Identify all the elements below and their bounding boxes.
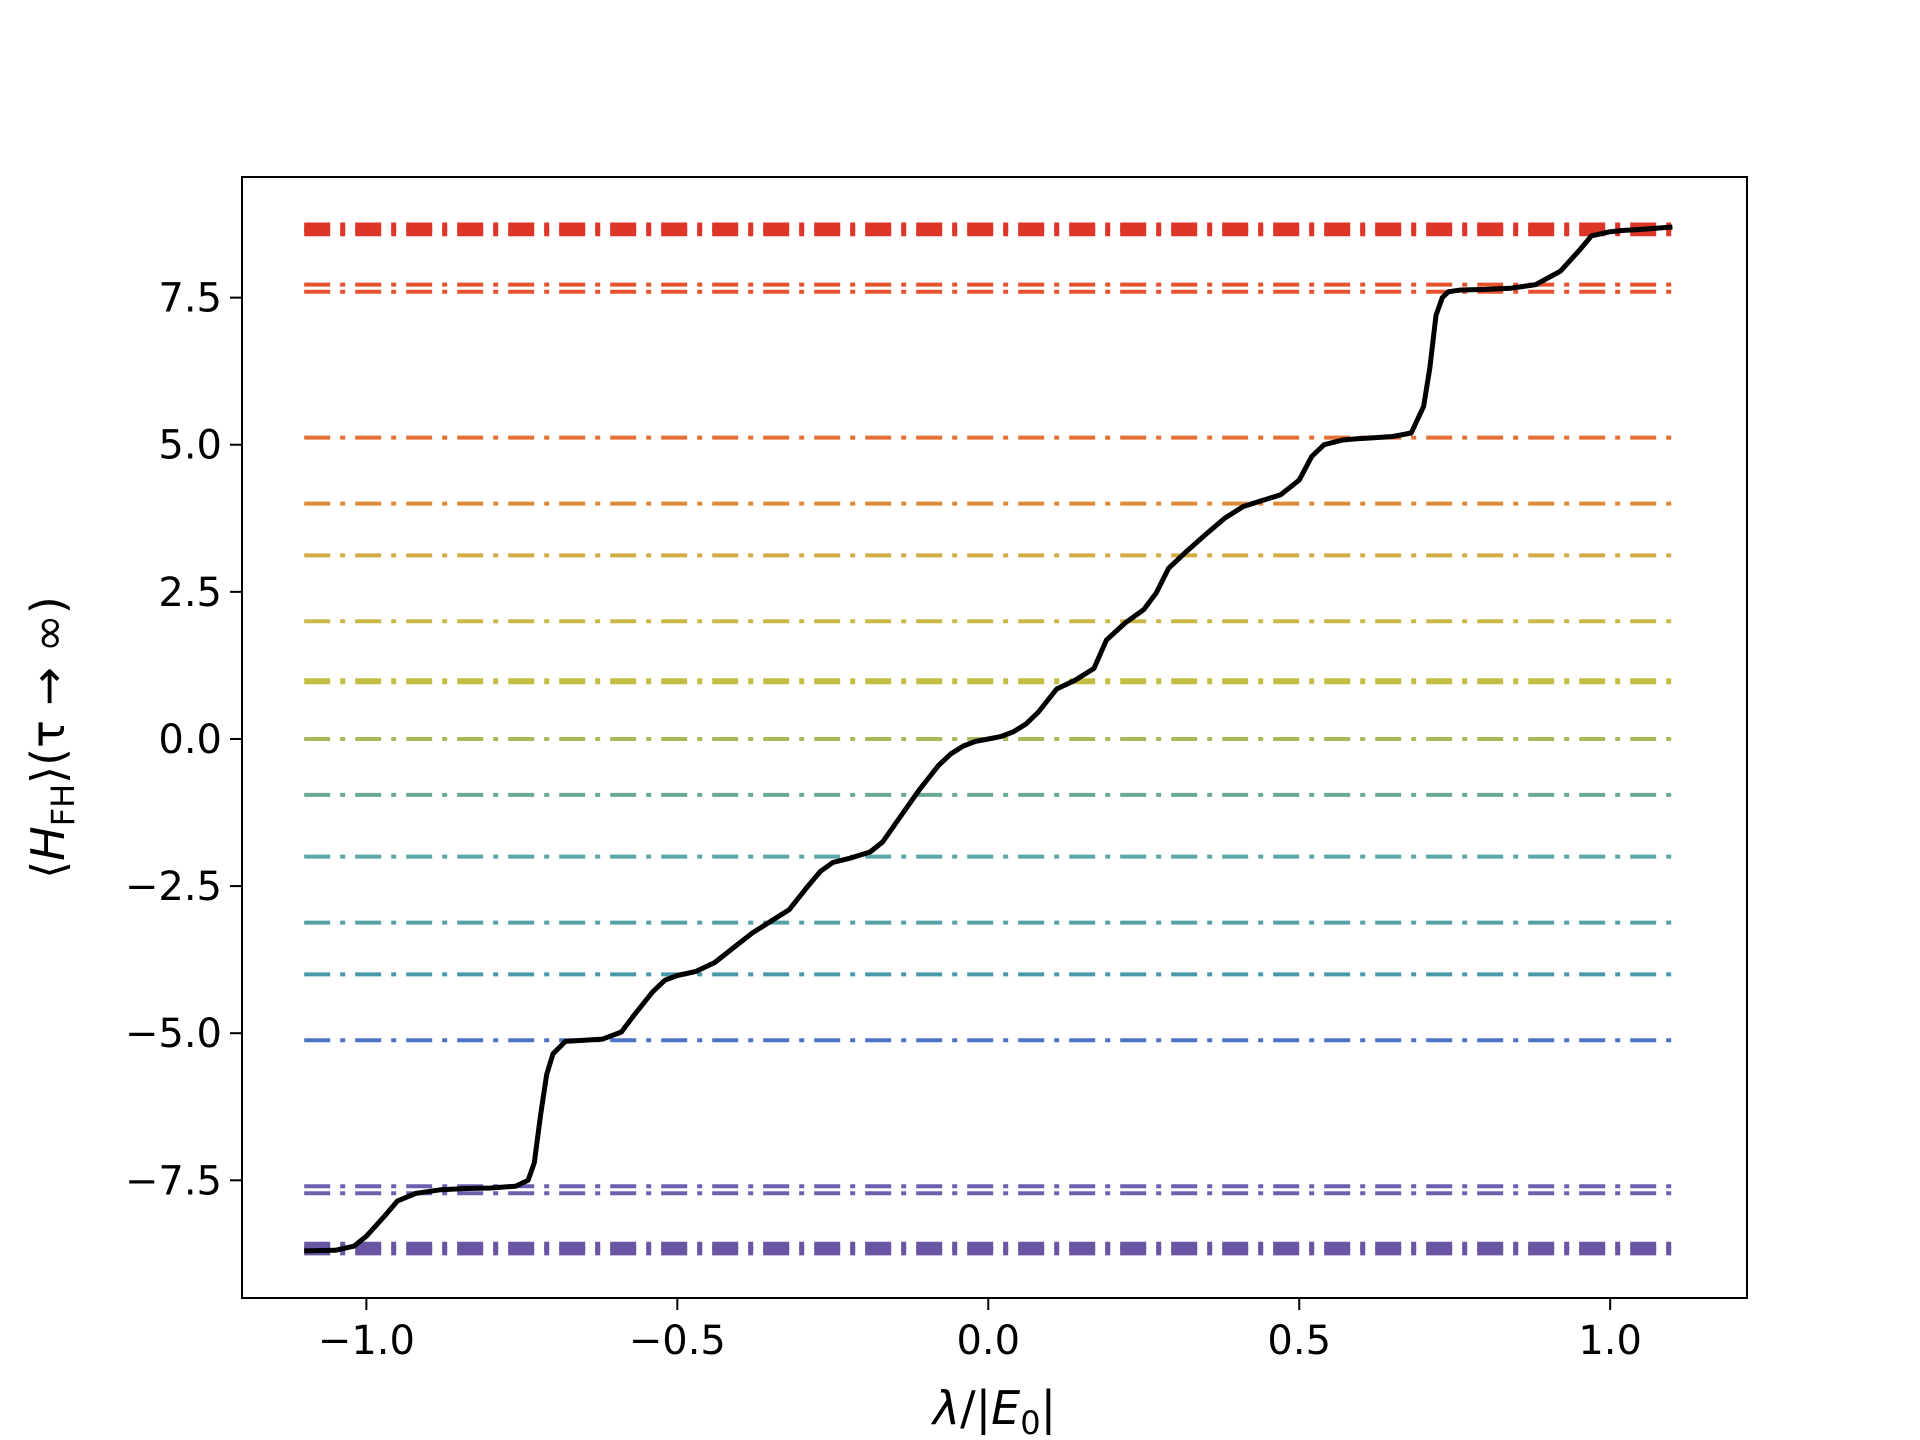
- x-tick-label: −0.5: [629, 1318, 726, 1364]
- series-line: [304, 224, 1673, 1254]
- y-tick-label: 5.0: [158, 423, 222, 469]
- y-tick-label: −2.5: [125, 864, 222, 910]
- y-tick-label: 7.5: [158, 276, 222, 322]
- y-tick-label: −7.5: [125, 1158, 222, 1204]
- x-tick-label: 0.5: [1267, 1318, 1331, 1364]
- x-tick-label: 1.0: [1578, 1318, 1642, 1364]
- y-axis: −7.5 −5.0 −2.5 0.0 2.5 5.0 7.5: [125, 276, 242, 1204]
- plot-frame: [241, 176, 1748, 1299]
- y-axis-label: ⟨HFH⟩(τ → ∞): [21, 596, 82, 879]
- reference-levels: [304, 222, 1673, 1256]
- y-tick-label: 0.0: [158, 717, 222, 763]
- series-layer: [304, 224, 1673, 1254]
- y-tick-label: 2.5: [158, 570, 222, 616]
- x-tick-label: −1.0: [318, 1318, 415, 1364]
- x-axis: −1.0 −0.5 0.0 0.5 1.0: [318, 1298, 1642, 1364]
- x-axis-label: λ/|E0|: [930, 1381, 1056, 1440]
- y-tick-label: −5.0: [125, 1011, 222, 1057]
- x-tick-label: 0.0: [956, 1318, 1020, 1364]
